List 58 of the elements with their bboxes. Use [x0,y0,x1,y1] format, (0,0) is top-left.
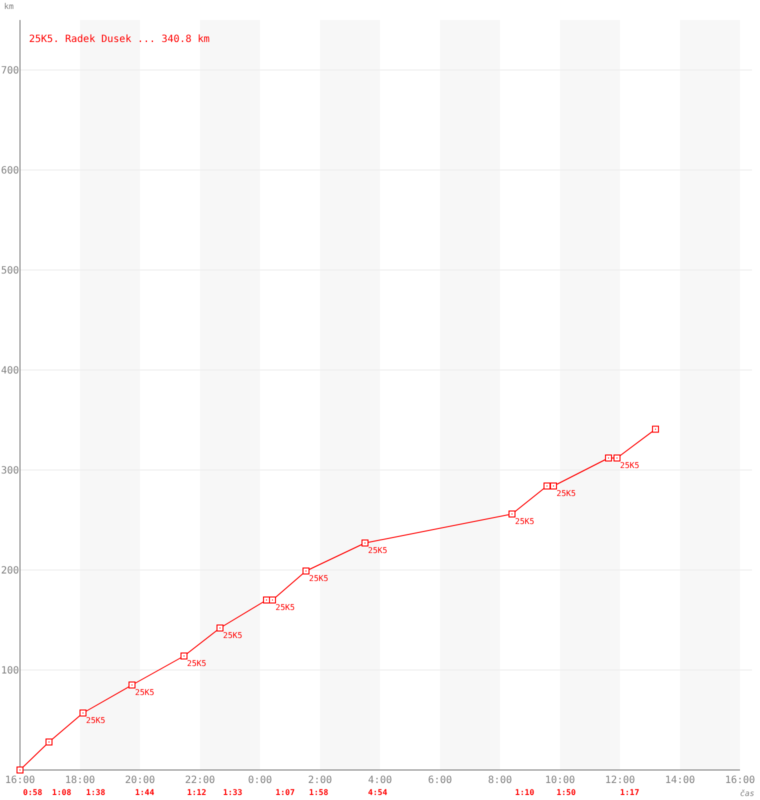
y-tick-label: 500 [0,266,19,276]
annotation: 25K5 [135,688,154,697]
point [180,652,188,660]
text: 1:38 [86,788,106,797]
annotation: 25K5 [86,716,106,725]
point [46,738,52,746]
x-axis-title: čas [740,789,755,798]
text: 1:07 [276,788,295,797]
x-tick-label: 2:00 [308,775,332,786]
annotation: 25K5 [276,603,295,612]
point [80,710,86,716]
text: 1:12 [187,788,206,797]
text: 1:58 [309,788,328,797]
y-tick-label: 700 [0,66,19,76]
point [550,482,557,490]
point [128,682,136,688]
point [362,540,368,546]
x-tick-label: 18:00 [64,775,96,786]
annotation: 25K5 [309,574,328,583]
y-tick-label: 600 [0,166,19,176]
x-tick-label: 16:00 [4,775,36,786]
annotation: 25K5 [620,461,640,470]
text: 1:44 [135,788,154,797]
x-tick-label: 12:00 [604,775,636,786]
point [508,510,516,518]
x-tick-label: 0:00 [248,775,272,786]
x-tick-label: 6:00 [428,775,452,786]
y-tick-label: 400 [0,366,19,376]
text: 1:33 [223,788,242,797]
text: 0:58 [23,788,42,797]
annotation: 25K5 [187,659,206,668]
x-tick-label: 16:00 [724,775,756,786]
x-tick-label: 20:00 [124,775,156,786]
y-axis-title: km [4,2,14,11]
x-tick-label: 14:00 [664,775,696,786]
y-tick-label: 300 [0,466,19,476]
y-tick-label: 100 [0,666,19,676]
text: 1:50 [556,788,576,797]
text: 1:17 [620,788,640,797]
point [216,624,224,632]
point [614,454,620,462]
point [302,568,310,574]
point [605,454,612,462]
annotation: 25K5 [515,517,534,526]
x-tick-label: 22:00 [184,775,216,786]
annotation: 25K5 [556,489,576,498]
text: 1:08 [52,788,72,797]
x-tick-label: 10:00 [544,775,576,786]
annotation: 25K5 [223,631,242,640]
x-tick-label: 8:00 [488,775,512,786]
text: 4:54 [368,788,388,797]
point [16,766,24,774]
y-tick-label: 200 [0,566,19,576]
text: 25K5. Radek Dusek ... 340.8 km [29,34,210,45]
point [652,426,659,433]
annotation: 25K5 [368,546,388,555]
text: 1:10 [515,788,534,797]
x-tick-label: 4:00 [368,775,392,786]
